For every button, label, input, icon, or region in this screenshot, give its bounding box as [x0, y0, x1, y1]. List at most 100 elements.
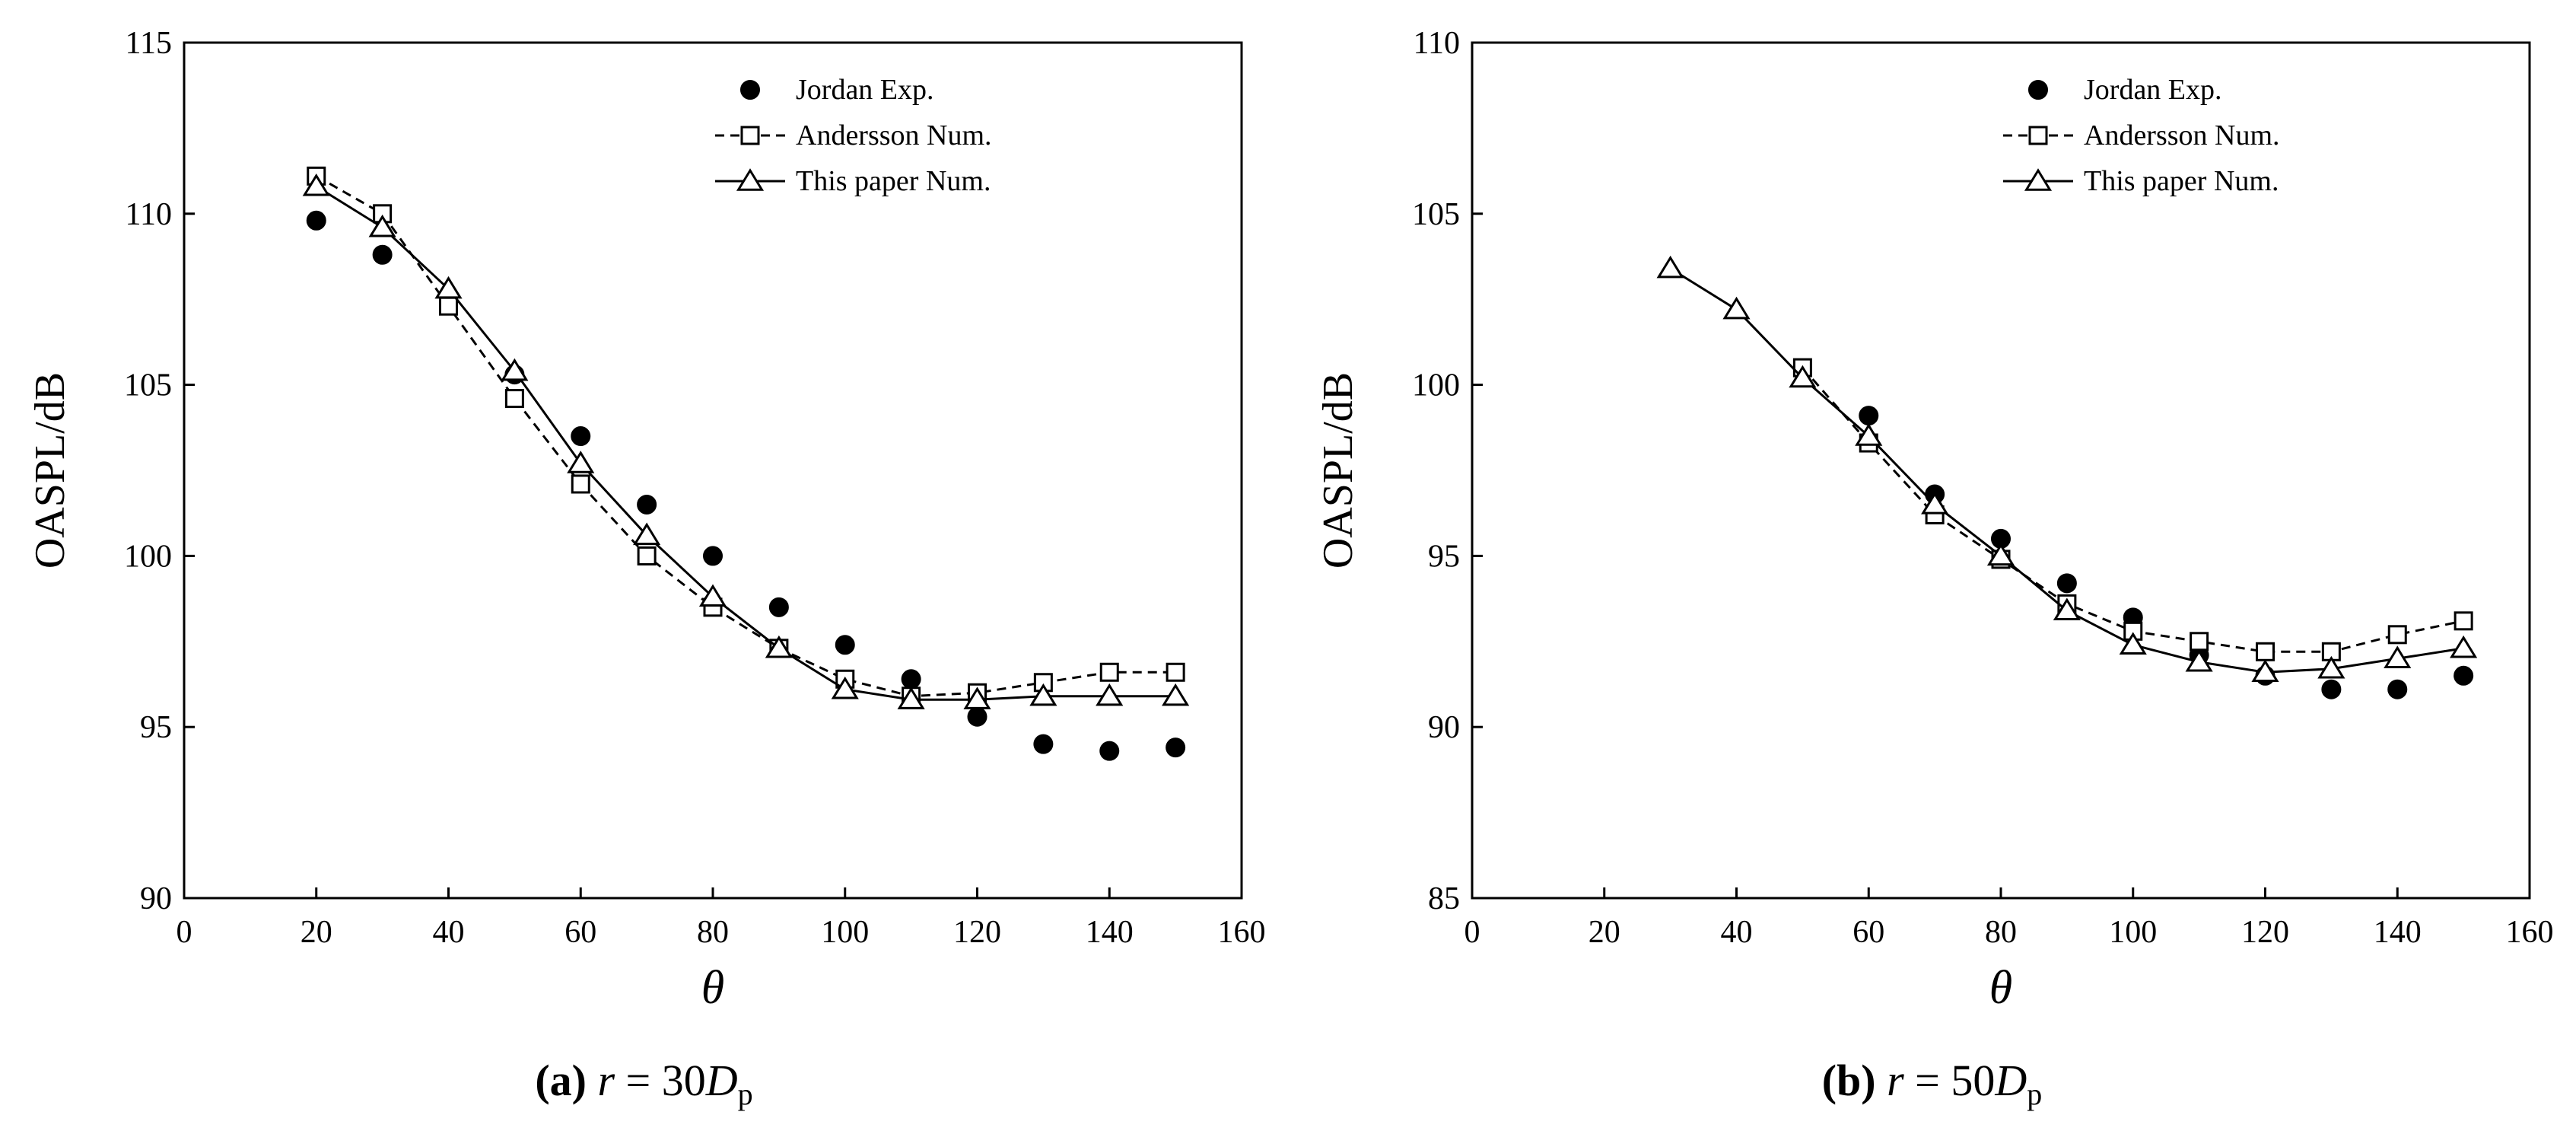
caption-eq: = 30 — [615, 1056, 706, 1105]
data-point — [637, 494, 657, 515]
x-tick-label: 60 — [1852, 915, 1884, 950]
data-point — [1921, 492, 1949, 515]
data-point — [2387, 625, 2407, 645]
data-point — [901, 669, 921, 690]
y-tick-label: 100 — [124, 539, 172, 574]
y-tick-label: 100 — [1412, 368, 1460, 403]
caption-r: r — [1887, 1056, 1904, 1105]
plot-frame — [183, 41, 1243, 900]
data-point — [2321, 679, 2342, 699]
data-point — [1099, 662, 1119, 682]
legend-label: Jordan Exp. — [2084, 74, 2222, 106]
data-point — [1656, 255, 1684, 279]
data-point — [372, 244, 393, 265]
x-tick-label: 60 — [564, 915, 596, 950]
y-tick-label: 105 — [124, 368, 172, 403]
x-tick-label: 120 — [953, 915, 1001, 950]
caption-tag: (b) — [1821, 1056, 1876, 1105]
legend-marker — [740, 80, 760, 100]
data-point — [637, 546, 657, 566]
caption-sub: p — [737, 1077, 753, 1111]
chart-a: 0 20 40 60 80 100 120 140 160 90 95 100 105 110 115 OAS… — [27, 26, 1266, 1014]
data-point — [2384, 645, 2412, 668]
data-point — [1096, 683, 1124, 706]
caption-sub: p — [2027, 1077, 2043, 1111]
legend-marker — [2028, 126, 2048, 145]
caption-r: r — [597, 1056, 615, 1105]
data-point — [2387, 679, 2408, 699]
x-tick-label: 80 — [1985, 915, 2017, 950]
data-point — [1033, 734, 1054, 754]
caption-d: D — [705, 1056, 738, 1105]
x-tick-label: 20 — [1589, 915, 1620, 950]
chart-panel-b: 0 20 40 60 80 100 120 140 160 85 90 95 100 105 110 OASP… — [1288, 0, 2576, 1131]
data-point — [501, 358, 529, 381]
data-point — [2119, 632, 2147, 655]
data-point — [2185, 648, 2213, 672]
series-line — [316, 175, 1176, 698]
data-point — [306, 210, 326, 231]
y-tick-label: 95 — [1428, 539, 1460, 574]
chart-b: 0 20 40 60 80 100 120 140 160 85 90 95 100 105 110 OASP… — [1315, 26, 2554, 1014]
series-line — [315, 185, 1176, 701]
data-point — [1166, 738, 1186, 758]
legend-marker — [2024, 168, 2053, 191]
legend-label: Andersson Num. — [796, 119, 992, 151]
chart-panel-a: 0 20 40 60 80 100 120 140 160 90 95 100 105 110 115 OAS… — [0, 26, 1288, 1125]
y-axis-label: OASPL/dB — [27, 372, 74, 569]
data-point — [2454, 665, 2474, 686]
x-tick-label: 0 — [1465, 915, 1480, 950]
y-tick-label: 110 — [1414, 26, 1460, 61]
data-point — [2454, 611, 2473, 631]
legend-marker — [736, 168, 765, 191]
y-tick-label: 85 — [1428, 881, 1460, 916]
data-point — [1986, 543, 2015, 566]
x-tick-label: 100 — [2109, 915, 2157, 950]
y-tick-label: 90 — [1428, 710, 1460, 745]
caption-b: (b) r = 50Dp — [1288, 1050, 2576, 1125]
data-point — [567, 451, 595, 473]
caption-a: (a) r = 30Dp — [0, 1050, 1288, 1125]
data-point — [1166, 662, 1185, 682]
data-point — [835, 635, 855, 655]
x-tick-label: 100 — [821, 915, 869, 950]
caption-d: D — [1995, 1056, 2027, 1105]
caption-eq: = 50 — [1903, 1056, 1996, 1105]
data-point — [2256, 642, 2275, 661]
legend-marker — [740, 126, 760, 145]
x-tick-label: 40 — [1721, 915, 1753, 950]
x-axis-label: θ — [701, 962, 724, 1014]
data-point — [1099, 741, 1120, 761]
data-point — [765, 635, 793, 658]
legend-label: This paper Num. — [796, 165, 991, 197]
data-point — [2450, 635, 2478, 658]
y-tick-label: 95 — [140, 710, 172, 745]
x-tick-label: 140 — [1086, 915, 1134, 950]
legend-label: Andersson Num. — [2084, 119, 2280, 151]
data-point — [1029, 683, 1057, 706]
data-point — [2190, 632, 2209, 652]
x-tick-label: 40 — [433, 915, 465, 950]
x-tick-label: 0 — [177, 915, 192, 950]
data-point — [2056, 573, 2077, 594]
x-tick-label: 140 — [2374, 915, 2422, 950]
data-point — [439, 296, 458, 316]
y-tick-label: 90 — [140, 881, 172, 916]
data-point — [1859, 406, 1879, 426]
data-point — [571, 474, 590, 494]
data-point — [768, 597, 789, 617]
plot-frame — [1471, 41, 2531, 900]
data-point — [2317, 655, 2345, 679]
x-tick-label: 160 — [2506, 915, 2554, 950]
data-point — [1162, 683, 1190, 706]
data-point — [1722, 296, 1751, 320]
data-point — [2251, 659, 2279, 682]
data-point — [967, 706, 987, 727]
data-point — [1855, 423, 1883, 446]
data-point — [302, 173, 330, 196]
data-point — [1789, 365, 1817, 388]
legend-label: Jordan Exp. — [796, 74, 934, 106]
x-tick-label: 20 — [301, 915, 332, 950]
legend-marker — [2028, 80, 2048, 100]
y-tick-label: 110 — [126, 197, 172, 232]
